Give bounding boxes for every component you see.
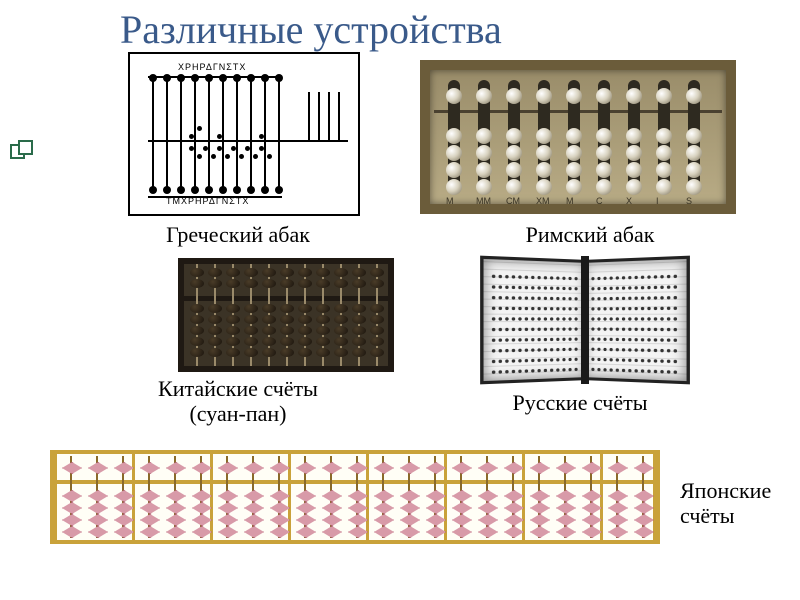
caption-chinese: Китайские счёты (суан-пан) bbox=[128, 376, 348, 427]
japanese-soroban-figure bbox=[50, 450, 660, 544]
greek-top-label: ХΡΗΡΔΓΝΣΤΧ bbox=[178, 62, 246, 72]
caption-roman: Римский абак bbox=[490, 222, 690, 248]
roman-abacus-figure: MMMCMXMMCXIS bbox=[420, 60, 736, 214]
russian-schoty-figure bbox=[480, 256, 690, 384]
russian-spine bbox=[581, 256, 589, 384]
russian-right-panel bbox=[581, 256, 689, 385]
bullet-icon bbox=[10, 140, 32, 158]
slide: Различные устройства ХΡΗΡΔΓΝΣΤΧ ТΜΧΡΗΡΔΓ… bbox=[0, 0, 800, 600]
greek-abacus-figure: ХΡΗΡΔΓΝΣΤΧ ТΜΧΡΗΡΔΓΝΣΤΧ bbox=[128, 52, 360, 216]
russian-left-panel bbox=[480, 256, 588, 385]
caption-japanese: Японские счёты bbox=[680, 478, 790, 529]
chinese-suanpan-figure bbox=[178, 258, 394, 372]
slide-title: Различные устройства bbox=[120, 6, 502, 53]
greek-abacus-inner: ХΡΗΡΔΓΝΣΤΧ ТΜΧΡΗΡΔΓΝΣΤΧ bbox=[138, 62, 350, 206]
caption-greek: Греческий абак bbox=[128, 222, 348, 248]
caption-russian: Русские счёты bbox=[480, 390, 680, 416]
